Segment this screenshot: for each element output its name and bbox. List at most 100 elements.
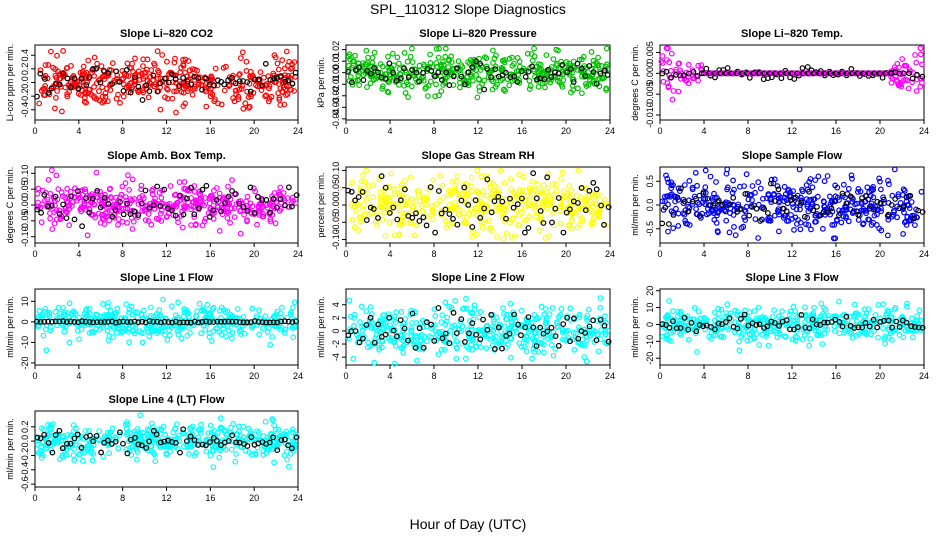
data-point (153, 215, 160, 222)
data-point (586, 306, 592, 313)
data-point (460, 306, 466, 312)
data-point (852, 70, 859, 77)
x-tick-label: 20 (249, 249, 259, 259)
data-point (881, 200, 887, 207)
data-point (132, 431, 139, 438)
data-point (535, 61, 542, 67)
data-point (737, 205, 744, 212)
data-point (535, 69, 542, 76)
data-point (498, 64, 505, 71)
data-point (810, 207, 817, 214)
data-point (803, 221, 809, 228)
data-point (742, 217, 749, 224)
data-point (37, 319, 44, 325)
data-point (109, 334, 116, 341)
data-point (793, 206, 800, 213)
data-point (236, 328, 243, 335)
x-tick-label: 24 (605, 249, 615, 259)
y-tick-label: 4 (331, 302, 341, 307)
data-point (105, 70, 111, 77)
data-point (711, 317, 718, 324)
data-point (396, 231, 403, 237)
data-point (184, 187, 191, 194)
data-point (523, 348, 530, 355)
y-tick-label: -0.05 (331, 212, 341, 233)
data-point (409, 45, 415, 52)
data-point (482, 202, 489, 208)
data-point (47, 210, 53, 217)
data-point (439, 312, 446, 319)
data-point (453, 330, 460, 337)
data-point (443, 224, 450, 231)
data-point (553, 46, 560, 53)
data-point (399, 344, 406, 351)
data-point (48, 202, 55, 209)
data-point (235, 93, 242, 100)
data-point (849, 334, 856, 341)
data-point (452, 187, 459, 194)
data-point (464, 74, 470, 81)
data-point (270, 417, 276, 424)
data-point (664, 80, 671, 87)
x-tick-label: 20 (875, 371, 885, 381)
data-point (148, 67, 155, 73)
data-point (583, 358, 590, 365)
data-point (413, 333, 420, 339)
data-point (519, 195, 525, 202)
data-point (855, 216, 862, 223)
data-point (427, 184, 434, 191)
data-point (473, 58, 480, 65)
data-point (66, 205, 73, 212)
data-point (545, 170, 551, 177)
data-point (175, 299, 182, 306)
data-point (56, 81, 63, 88)
data-point (853, 310, 860, 316)
x-tick-label: 4 (76, 126, 81, 136)
data-point (384, 88, 391, 95)
y-tick-label: -0.01 (331, 74, 341, 95)
data-point (518, 332, 524, 339)
data-point (363, 47, 370, 54)
data-point (191, 452, 198, 459)
data-point (446, 303, 453, 310)
data-point (675, 88, 682, 95)
data-point (158, 218, 165, 224)
data-point (109, 207, 116, 214)
data-point (578, 184, 585, 191)
data-point (401, 320, 408, 327)
data-point (875, 302, 882, 308)
data-point (839, 323, 846, 330)
data-point (731, 207, 738, 214)
data-point (255, 318, 262, 325)
data-point (659, 60, 666, 66)
data-point (225, 316, 232, 322)
data-point (369, 325, 376, 332)
data-point (693, 328, 700, 335)
data-point (49, 318, 55, 325)
data-point (677, 325, 684, 331)
data-point (136, 328, 143, 335)
data-point (558, 176, 564, 182)
data-point (424, 319, 430, 326)
data-point (168, 71, 175, 78)
data-point (915, 324, 922, 331)
data-point (836, 298, 842, 305)
data-point (282, 78, 289, 85)
data-point (365, 54, 371, 61)
data-point (400, 342, 407, 349)
data-point (438, 65, 445, 72)
data-point (848, 172, 855, 179)
data-point (870, 316, 877, 323)
data-point (579, 90, 585, 97)
panel-title: Slope Li–820 Temp. (741, 28, 843, 40)
data-point (221, 87, 228, 94)
data-point (724, 301, 731, 308)
data-point (583, 195, 590, 202)
data-point (189, 91, 196, 98)
data-point (459, 64, 466, 70)
data-point (347, 56, 354, 63)
data-point (172, 318, 179, 325)
data-point (264, 329, 271, 335)
data-point (492, 66, 499, 73)
